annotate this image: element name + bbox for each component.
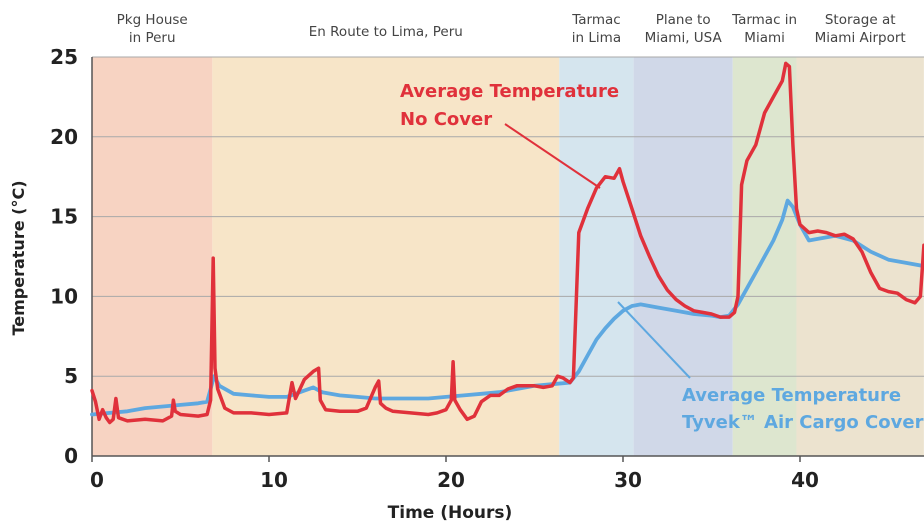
phase-band-2 [559,57,634,456]
phase-label-4-0: Tarmac in [731,12,797,28]
y-tick-label-20: 20 [50,125,78,149]
phase-label-5-0: Storage at [825,12,896,28]
series-label-0-0: Average Temperature [400,81,619,102]
y-tick-label-5: 5 [64,364,78,388]
phase-label-2-0: Tarmac [571,12,620,28]
phase-label-2-1: in Lima [572,30,621,46]
series-leader-1 [617,301,691,379]
phase-label-3-0: Plane to [656,12,711,28]
phase-label-3-1: Miami, USA [645,30,723,46]
phase-label-4-1: Miami [744,30,785,46]
y-tick-label-15: 15 [50,205,78,229]
phase-band-5 [796,57,924,456]
series-label-1-0: Average Temperature [682,385,901,406]
series-annotations: Average Temperature No Cover Average Tempe… [400,81,924,433]
series-leader-0 [504,123,601,189]
phase-label-5-1: Miami Airport [815,30,906,46]
phase-band-0 [92,57,213,456]
x-tick-label-0: 0 [90,468,104,492]
series-label-1-1: Tyvek™ Air Cargo Cover [682,412,924,433]
x-tick-label-40: 40 [791,468,819,492]
x-axis-label: Time (Hours) [388,503,513,523]
y-tick-label-10: 10 [50,284,78,308]
phase-label-1-0: En Route to Lima, Peru [309,24,463,40]
phase-band-1 [212,57,560,456]
series-lines [90,61,924,425]
phase-labels: Pkg House in Peru En Route to Lima, Peru Ta… [117,12,906,46]
y-tick-label-25: 25 [50,45,78,69]
x-tick-label-10: 10 [260,468,288,492]
y-axis-label: Temperature (°C) [9,180,28,335]
phase-label-0-0: Pkg House [117,12,188,28]
x-tick-label-20: 20 [437,468,465,492]
y-tick-label-0: 0 [64,444,78,468]
series-line-0 [90,61,924,425]
series-label-0-1: No Cover [400,109,492,130]
y-axis-ticks: 0 5 10 15 20 25 [50,45,78,468]
x-axis-ticks: 0 10 20 30 40 [90,456,819,492]
phase-label-0-1: in Peru [129,30,176,46]
x-tick-label-30: 30 [614,468,642,492]
